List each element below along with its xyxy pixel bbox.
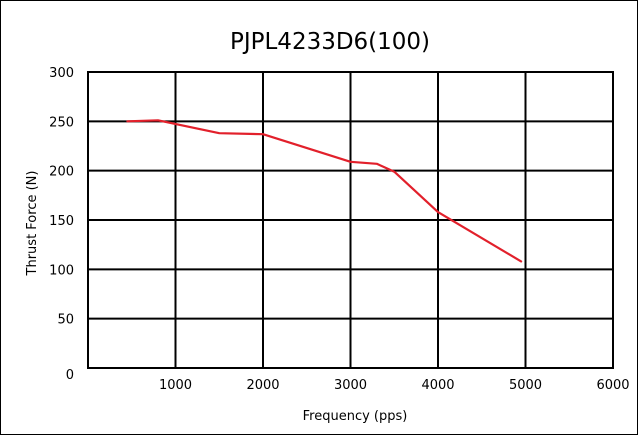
x-tick-label: 4000 — [421, 378, 454, 393]
x-tick-label: 6000 — [596, 378, 629, 393]
x-tick-label: 3000 — [334, 378, 367, 393]
x-axis-label: Frequency (pps) — [303, 409, 408, 424]
y-tick-label: 50 — [57, 313, 74, 328]
y-tick-label: 250 — [49, 115, 74, 130]
x-tick-label: 1000 — [159, 378, 192, 393]
x-tick-label: 2000 — [246, 378, 279, 393]
series-layer — [126, 119, 523, 263]
y-axis-label: Thrust Force (N) — [25, 171, 40, 277]
y-tick-label: 150 — [49, 214, 74, 229]
y-tick-label: 100 — [49, 263, 74, 278]
y-tick-label: 200 — [49, 165, 74, 180]
y-tick-label: 300 — [49, 66, 74, 81]
grid — [87, 71, 614, 369]
tick-labels: 1000 2000 3000 4000 5000 6000 0 50 100 150 200 250 3… — [49, 66, 629, 393]
chart-title: PJPL4233D6(100) — [230, 29, 430, 55]
x-tick-label: 5000 — [509, 378, 542, 393]
thrust-force-line — [126, 119, 523, 263]
y-tick-label: 0 — [66, 368, 74, 383]
